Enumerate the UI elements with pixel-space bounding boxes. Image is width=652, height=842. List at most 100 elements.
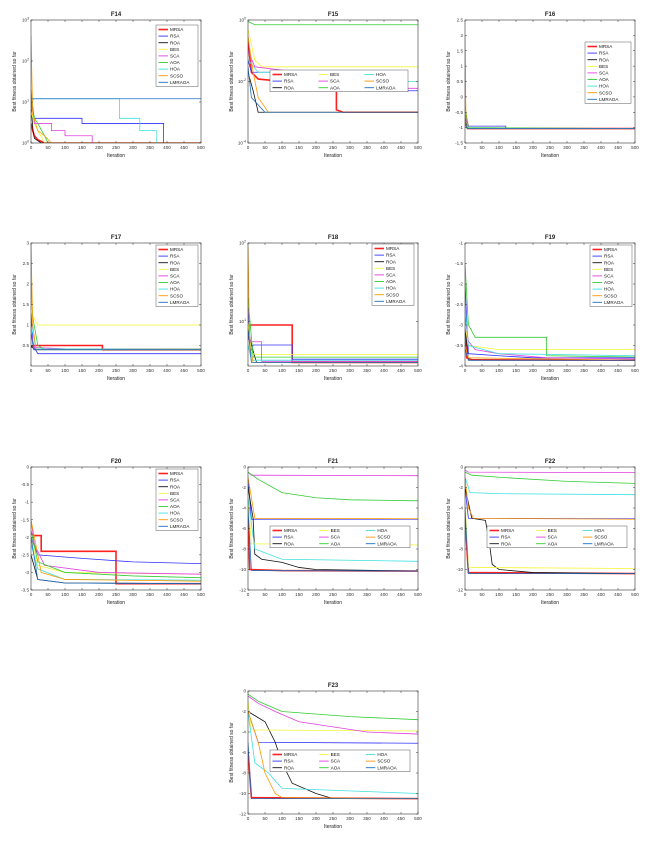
series-group	[465, 469, 635, 575]
x-tick-label: 250	[329, 145, 337, 150]
legend-label-roa: ROA	[604, 260, 615, 265]
series-line-hoa	[248, 497, 418, 562]
x-tick-label: 450	[180, 368, 188, 373]
x-tick-label: 450	[180, 145, 188, 150]
series-line-lmraoa	[31, 333, 201, 351]
legend-label-bes: BES	[170, 47, 179, 52]
y-tick-label: -12	[456, 588, 463, 593]
legend-label-lmraoa: LMRAOA	[170, 80, 190, 85]
x-tick-label: 500	[197, 368, 205, 373]
x-axis-label: Iteration	[107, 600, 125, 606]
x-tick-label: 350	[363, 145, 371, 150]
x-tick-label: 100	[278, 145, 286, 150]
legend-label-aoa: AOA	[170, 504, 181, 509]
x-tick-label: 300	[346, 592, 354, 597]
y-tick-label: 3	[26, 241, 29, 246]
legend-label-sca: SCA	[386, 273, 396, 278]
legend-label-lmraoa: LMRAOA	[376, 85, 396, 90]
chart-title: F14	[111, 12, 122, 18]
x-tick-label: 500	[631, 592, 639, 597]
y-tick-label: 2	[26, 282, 29, 287]
x-axis-label: Iteration	[541, 600, 559, 606]
subplot-f17: F17 Iteration Best fitness obtained so far…	[12, 235, 205, 382]
legend-label-roa: ROA	[170, 40, 181, 45]
x-tick-label: 250	[112, 368, 120, 373]
subplot-f19: F19 Iteration Best fitness obtained so far…	[446, 235, 639, 382]
x-tick-label: 50	[479, 368, 485, 373]
legend-label-mrsa: MRSA	[284, 72, 298, 77]
y-tick-label: 0.5	[457, 79, 464, 84]
y-tick-label: -10	[239, 791, 246, 796]
y-tick-label: 10-4	[238, 139, 246, 145]
y-tick-label: -3.5	[455, 343, 463, 348]
x-tick-label: 250	[329, 592, 337, 597]
legend-label-hoa: HOA	[376, 72, 387, 77]
x-axis-label: Iteration	[107, 376, 125, 382]
legend-label-lmraoa: LMRAOA	[377, 765, 397, 770]
y-tick-label: -1	[25, 500, 30, 505]
y-tick-label: -8	[242, 771, 247, 776]
series-line-bes	[31, 110, 201, 143]
x-tick-label: 300	[346, 816, 354, 821]
x-axis-label: Iteration	[107, 153, 125, 159]
series-group	[465, 35, 635, 130]
x-axis-label: Iteration	[324, 153, 342, 159]
x-tick-label: 0	[247, 592, 250, 597]
legend-label-rsa: RSA	[170, 34, 180, 39]
legend-label-sca: SCA	[599, 71, 609, 76]
legend-label-roa: ROA	[501, 541, 512, 546]
x-tick-label: 350	[363, 816, 371, 821]
x-tick-label: 50	[479, 145, 485, 150]
legend-label-lmraoa: LMRAOA	[594, 541, 614, 546]
x-tick-label: 500	[197, 145, 205, 150]
series-line-aoa	[248, 693, 418, 721]
series-line-aoa	[465, 106, 635, 129]
y-tick-label: 101	[239, 318, 246, 324]
x-tick-label: 300	[563, 368, 571, 373]
y-tick-label: 100	[239, 16, 246, 22]
x-tick-label: 450	[397, 816, 405, 821]
y-axis-label: Best fitness obtained so far	[229, 722, 235, 783]
legend-label-sca: SCA	[604, 274, 614, 279]
y-tick-label: -2	[242, 485, 247, 490]
x-tick-label: 200	[95, 592, 103, 597]
y-tick-label: 1	[26, 323, 29, 328]
legend-label-aoa: AOA	[386, 279, 397, 284]
legend-label-mrsa: MRSA	[170, 471, 184, 476]
subplot-f21: F21 Iteration Best fitness obtained so far…	[229, 459, 422, 606]
x-tick-label: 100	[61, 592, 69, 597]
y-tick-label: -8	[459, 547, 464, 552]
x-tick-label: 0	[247, 145, 250, 150]
x-tick-label: 150	[512, 592, 520, 597]
series-line-aoa	[31, 94, 201, 143]
series-group	[31, 519, 201, 585]
legend-label-hoa: HOA	[170, 287, 181, 292]
y-tick-label: 103	[22, 16, 29, 22]
legend-label-aoa: AOA	[604, 280, 615, 285]
x-tick-label: 200	[529, 145, 537, 150]
chart-title: F19	[545, 235, 556, 241]
legend-label-sca: SCA	[170, 498, 180, 503]
series-line-lmraoa	[248, 742, 418, 800]
x-tick-label: 300	[563, 145, 571, 150]
legend-label-mrsa: MRSA	[284, 528, 298, 533]
subplot-f18: F18 Iteration Best fitness obtained so far…	[229, 235, 422, 382]
series-line-aoa	[465, 471, 635, 484]
x-tick-label: 400	[380, 368, 388, 373]
legend-label-aoa: AOA	[330, 85, 341, 90]
y-tick-label: -1	[459, 241, 464, 246]
legend-label-sca: SCA	[331, 759, 341, 764]
series-line-sca	[31, 89, 201, 143]
x-tick-label: 150	[295, 145, 303, 150]
legend-label-scso: SCSO	[604, 293, 617, 298]
subplot-f23: F23 Iteration Best fitness obtained so far…	[229, 683, 422, 830]
series-line-lmraoa	[465, 507, 635, 574]
legend-label-rsa: RSA	[170, 478, 180, 483]
x-axis-label: Iteration	[541, 153, 559, 159]
legend-label-mrsa: MRSA	[284, 752, 298, 757]
chart-title: F23	[328, 683, 339, 689]
legend-label-sca: SCA	[170, 274, 180, 279]
